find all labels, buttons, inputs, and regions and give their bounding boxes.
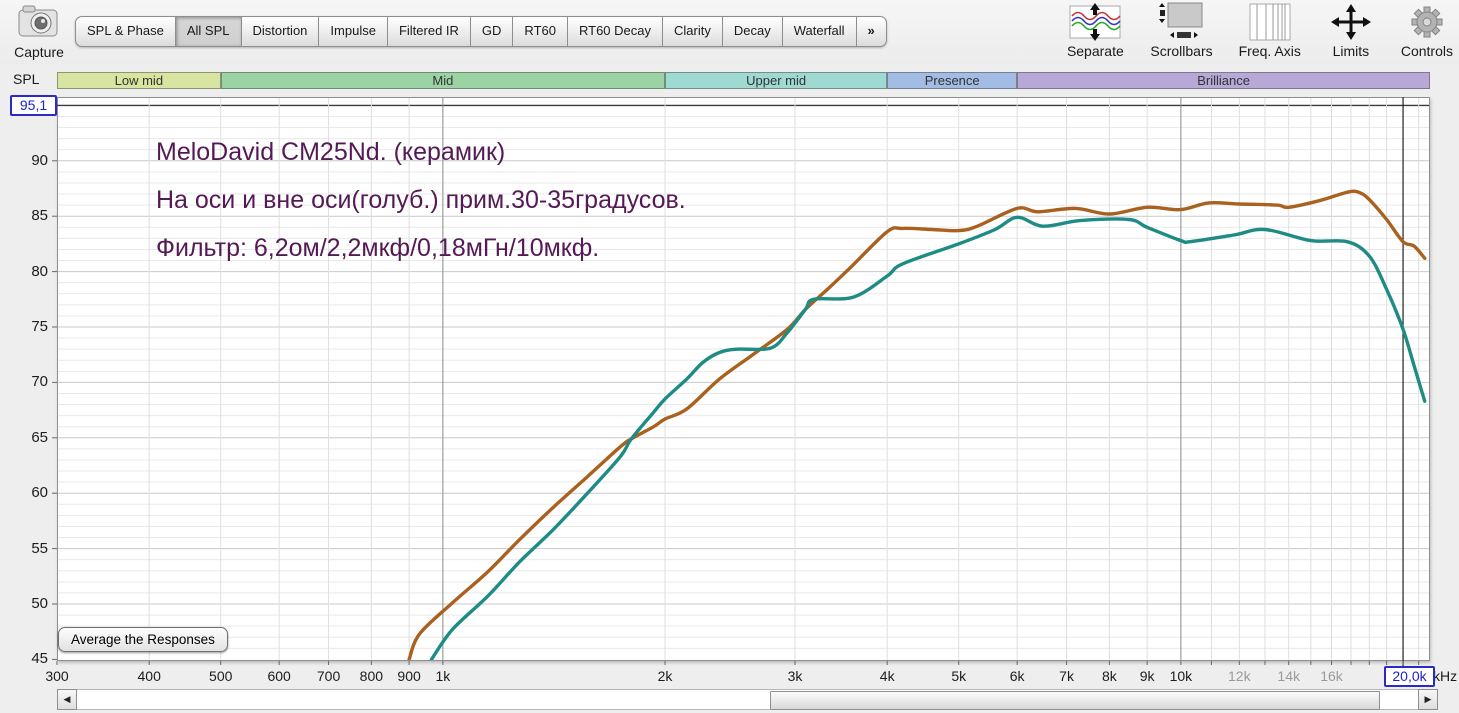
tab-distortion[interactable]: Distortion [240,16,320,47]
x-tick-3k: 3k [787,668,803,684]
tab-rt60[interactable]: RT60 [512,16,568,47]
y-tick-80: 80 [31,262,48,280]
camera-icon [15,1,63,46]
x-tick-600: 600 [267,668,291,684]
x-tick-10k: 10k [1169,668,1193,684]
horizontal-scrollbar[interactable]: ◀ ▶ [57,689,1438,710]
x-tick-8k: 8k [1101,668,1117,684]
freq-axis-icon [1239,1,1301,43]
x-tick-16k: 16k [1320,668,1343,684]
x-tick-7k: 7k [1059,668,1074,684]
scroll-left-button[interactable]: ◀ [57,689,77,710]
y-tick-65: 65 [31,428,48,446]
x-tick-6k: 6k [1009,668,1025,684]
scroll-right-button[interactable]: ▶ [1418,689,1438,710]
toolbar-tools: Separate Scrollbars Freq. Axis Limits Co… [1066,1,1453,59]
y-tick-50: 50 [31,595,48,612]
y-axis-max-field[interactable]: 95,1 [10,95,57,116]
annotation-line-3: Фильтр: 6,2ом/2,2мкф/0,18мГн/10мкф. [156,234,600,262]
tool-limits[interactable]: Limits [1327,1,1375,59]
scrollbars-icon [1150,1,1212,43]
x-tick-1k: 1k [435,668,451,684]
y-tick-45: 45 [31,650,48,668]
x-tick-2k: 2k [657,668,673,684]
tab-spl-phase[interactable]: SPL & Phase [75,16,176,47]
tool-label: Freq. Axis [1238,43,1301,59]
spl-axis-title: SPL [13,71,40,87]
capture-button[interactable]: Capture [8,1,70,60]
y-tick-55: 55 [31,539,48,557]
tab-filtered-ir[interactable]: Filtered IR [386,16,471,47]
tool-label: Separate [1066,43,1124,59]
x-tick-400: 400 [137,668,161,684]
tool-separate[interactable]: Separate [1066,1,1124,59]
x-tick-800: 800 [359,668,384,684]
x-tick-700: 700 [316,668,341,684]
x-axis-max-field[interactable]: 20,0k [1384,666,1435,687]
x-tick-900: 900 [397,668,421,684]
capture-label: Capture [14,44,64,60]
tool-label: Controls [1400,43,1453,59]
y-tick-75: 75 [31,318,48,335]
limits-icon [1327,1,1375,43]
scrollbar-thumb[interactable] [770,691,1380,710]
x-tick-14k: 14k [1277,668,1300,684]
tool-freq-axis[interactable]: Freq. Axis [1239,1,1301,59]
tab-decay[interactable]: Decay [721,16,783,47]
tool-controls[interactable]: Controls [1401,1,1453,59]
band-mid: Mid [220,72,666,89]
x-tick-500: 500 [209,668,233,684]
tab-clarity[interactable]: Clarity [662,16,723,47]
tab-rt60-decay[interactable]: RT60 Decay [566,16,663,47]
x-tick-300: 300 [45,668,69,684]
x-tick-4k: 4k [879,668,895,684]
tool-label: Scrollbars [1150,43,1213,59]
x-axis-unit: kHz [1433,668,1458,684]
annotation-line-2: На оси и вне оси(голуб.) прим.30-35граду… [156,186,686,214]
graph-tabstrip: SPL & Phase All SPL Distortion Impulse Filte… [75,16,887,47]
tab-all-spl[interactable]: All SPL [174,16,242,47]
y-tick-60: 60 [31,484,48,502]
x-tick-5k: 5k [951,668,967,684]
chart-annotation: MeloDavid CM25Nd. (керамик) На оси и вне… [156,128,686,272]
tab-more[interactable]: » [855,16,887,47]
scrollbar-track[interactable] [77,689,1418,710]
band-presence: Presence [887,72,1018,89]
x-tick-12k: 12k [1228,668,1251,684]
band-brilliance: Brilliance [1017,72,1430,89]
band-upper-mid: Upper mid [665,72,888,89]
tab-waterfall[interactable]: Waterfall [781,16,857,47]
tab-impulse[interactable]: Impulse [318,16,388,47]
toolbar: Capture SPL & Phase All SPL Distortion Impu… [0,0,1459,64]
controls-icon [1401,1,1453,43]
y-tick-70: 70 [31,373,48,391]
tab-gd[interactable]: GD [469,16,514,47]
tool-scrollbars[interactable]: Scrollbars [1150,1,1213,59]
tool-label: Limits [1332,43,1370,59]
y-tick-90: 90 [31,151,48,169]
y-tick-85: 85 [31,207,48,225]
x-tick-9k: 9k [1139,668,1155,684]
band-low-mid: Low mid [57,72,221,89]
separate-icon [1066,1,1124,43]
average-responses-button[interactable]: Average the Responses [58,627,228,652]
annotation-line-1: MeloDavid CM25Nd. (керамик) [156,138,506,166]
